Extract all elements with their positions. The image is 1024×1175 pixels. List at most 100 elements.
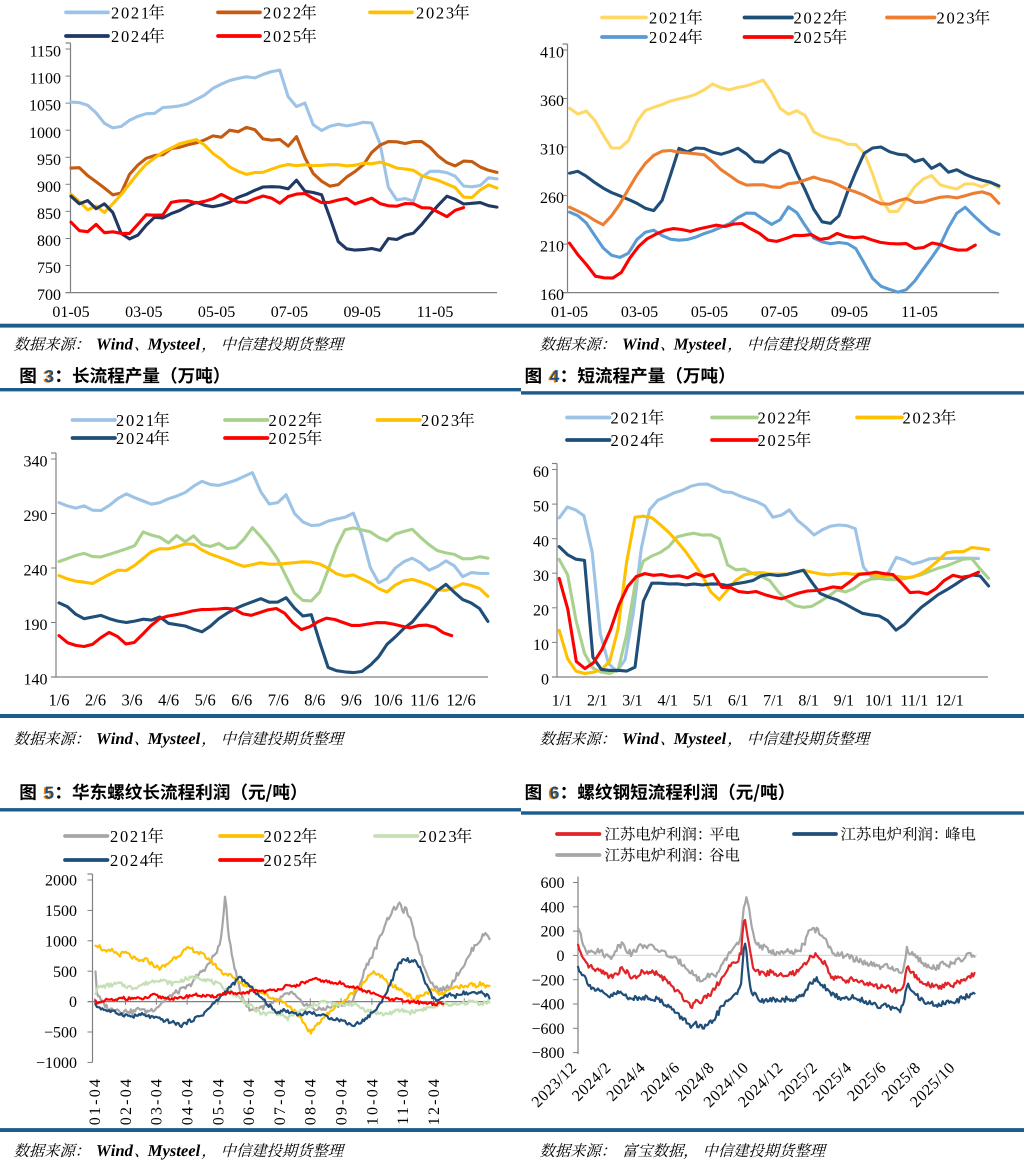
svg-text:06-04: 06-04 bbox=[241, 1077, 258, 1125]
svg-text:−400: −400 bbox=[531, 997, 564, 1014]
svg-text:6/1: 6/1 bbox=[728, 693, 748, 710]
svg-text:2024: 2024 bbox=[649, 28, 689, 47]
svg-text:08-04: 08-04 bbox=[303, 1077, 320, 1125]
svg-text:04-04: 04-04 bbox=[180, 1077, 197, 1125]
svg-text:2023: 2023 bbox=[416, 3, 456, 22]
svg-text:2025: 2025 bbox=[794, 28, 834, 47]
svg-text:0: 0 bbox=[557, 948, 565, 965]
svg-text:2025: 2025 bbox=[758, 431, 798, 450]
svg-text:40: 40 bbox=[533, 533, 549, 550]
svg-text:−500: −500 bbox=[44, 1025, 77, 1042]
svg-text:7/1: 7/1 bbox=[763, 693, 783, 710]
svg-text:11/6: 11/6 bbox=[410, 691, 439, 710]
svg-text:2000: 2000 bbox=[45, 873, 77, 890]
svg-text:2021: 2021 bbox=[611, 408, 651, 427]
svg-text:11/1: 11/1 bbox=[900, 693, 928, 710]
svg-text:05-05: 05-05 bbox=[691, 304, 728, 321]
svg-text:2021: 2021 bbox=[110, 827, 150, 846]
svg-text:950: 950 bbox=[37, 152, 61, 169]
svg-text:8/1: 8/1 bbox=[798, 693, 818, 710]
svg-text:2025: 2025 bbox=[264, 851, 304, 870]
svg-text:20: 20 bbox=[533, 602, 549, 619]
svg-text:750: 750 bbox=[37, 260, 61, 277]
svg-text:07-05: 07-05 bbox=[761, 304, 798, 321]
svg-text:05-04: 05-04 bbox=[210, 1077, 227, 1125]
svg-text:01-04: 01-04 bbox=[87, 1077, 104, 1125]
svg-text:600: 600 bbox=[541, 875, 565, 892]
svg-text:210: 210 bbox=[540, 239, 564, 256]
svg-text:2023: 2023 bbox=[421, 411, 461, 430]
svg-text:190: 190 bbox=[24, 617, 48, 634]
svg-text:09-05: 09-05 bbox=[831, 304, 868, 321]
svg-text:12/6: 12/6 bbox=[446, 691, 475, 710]
svg-text:03-04: 03-04 bbox=[149, 1077, 166, 1125]
svg-text:07-05: 07-05 bbox=[271, 304, 308, 321]
svg-text:700: 700 bbox=[37, 287, 61, 304]
svg-text:2024: 2024 bbox=[111, 27, 151, 46]
svg-text:2021: 2021 bbox=[111, 3, 151, 22]
svg-text:260: 260 bbox=[540, 190, 564, 207]
svg-text:3/1: 3/1 bbox=[622, 693, 642, 710]
svg-text:30: 30 bbox=[533, 568, 549, 585]
svg-text:−600: −600 bbox=[531, 1021, 564, 1038]
svg-text:310: 310 bbox=[540, 142, 564, 159]
svg-text:50: 50 bbox=[533, 499, 549, 516]
svg-text:2025: 2025 bbox=[263, 27, 303, 46]
svg-text:0: 0 bbox=[69, 994, 77, 1011]
svg-text:7/6: 7/6 bbox=[268, 691, 289, 710]
svg-text:09-04: 09-04 bbox=[334, 1077, 351, 1125]
svg-text:2/1: 2/1 bbox=[587, 693, 607, 710]
svg-text:3/6: 3/6 bbox=[122, 691, 143, 710]
svg-text:12/1: 12/1 bbox=[935, 693, 963, 710]
svg-text:240: 240 bbox=[24, 563, 48, 580]
svg-text:400: 400 bbox=[541, 899, 565, 916]
svg-text:340: 340 bbox=[24, 454, 48, 471]
svg-text:1/6: 1/6 bbox=[48, 691, 69, 710]
svg-text:1100: 1100 bbox=[30, 71, 61, 88]
svg-text:1/1: 1/1 bbox=[552, 693, 572, 710]
svg-text:2022: 2022 bbox=[264, 827, 304, 846]
svg-text:60: 60 bbox=[533, 464, 549, 481]
svg-text:290: 290 bbox=[24, 508, 48, 525]
svg-text:500: 500 bbox=[53, 964, 77, 981]
svg-text:1000: 1000 bbox=[29, 125, 61, 142]
svg-text:0: 0 bbox=[541, 672, 549, 689]
svg-text:1000: 1000 bbox=[45, 933, 77, 950]
svg-text:9/6: 9/6 bbox=[341, 691, 362, 710]
svg-text:2/6: 2/6 bbox=[85, 691, 106, 710]
svg-text:05-05: 05-05 bbox=[198, 304, 235, 321]
svg-text:2024: 2024 bbox=[110, 851, 150, 870]
svg-text:2022: 2022 bbox=[269, 411, 309, 430]
svg-text:−1000: −1000 bbox=[36, 1055, 77, 1072]
svg-text:850: 850 bbox=[37, 206, 61, 223]
svg-text:160: 160 bbox=[540, 287, 564, 304]
svg-text:−200: −200 bbox=[531, 972, 564, 989]
svg-text:10/1: 10/1 bbox=[865, 693, 893, 710]
svg-text:8/6: 8/6 bbox=[304, 691, 325, 710]
svg-text:07-04: 07-04 bbox=[272, 1077, 289, 1125]
svg-text:10/6: 10/6 bbox=[373, 691, 402, 710]
svg-text:02-04: 02-04 bbox=[118, 1077, 135, 1125]
svg-text:200: 200 bbox=[541, 924, 565, 941]
svg-text:5/6: 5/6 bbox=[195, 691, 216, 710]
svg-text:2023: 2023 bbox=[419, 827, 459, 846]
svg-text:2024: 2024 bbox=[116, 429, 156, 448]
svg-text:2023: 2023 bbox=[937, 8, 977, 27]
svg-text:01-05: 01-05 bbox=[52, 304, 89, 321]
svg-text:12-04: 12-04 bbox=[426, 1077, 443, 1125]
svg-text:09-05: 09-05 bbox=[344, 304, 381, 321]
svg-text:2022: 2022 bbox=[758, 408, 798, 427]
svg-text:2024: 2024 bbox=[611, 431, 651, 450]
svg-text:2021: 2021 bbox=[116, 411, 156, 430]
svg-text:9/1: 9/1 bbox=[834, 693, 854, 710]
svg-text:−800: −800 bbox=[531, 1045, 564, 1062]
svg-text:03-05: 03-05 bbox=[125, 304, 162, 321]
svg-text:900: 900 bbox=[37, 179, 61, 196]
svg-text:2022: 2022 bbox=[794, 8, 834, 27]
svg-text:4/6: 4/6 bbox=[158, 691, 179, 710]
svg-text:1050: 1050 bbox=[29, 98, 61, 115]
svg-text:6/6: 6/6 bbox=[231, 691, 252, 710]
svg-text:800: 800 bbox=[37, 233, 61, 250]
svg-text:03-05: 03-05 bbox=[621, 304, 658, 321]
svg-text:01-05: 01-05 bbox=[551, 304, 588, 321]
